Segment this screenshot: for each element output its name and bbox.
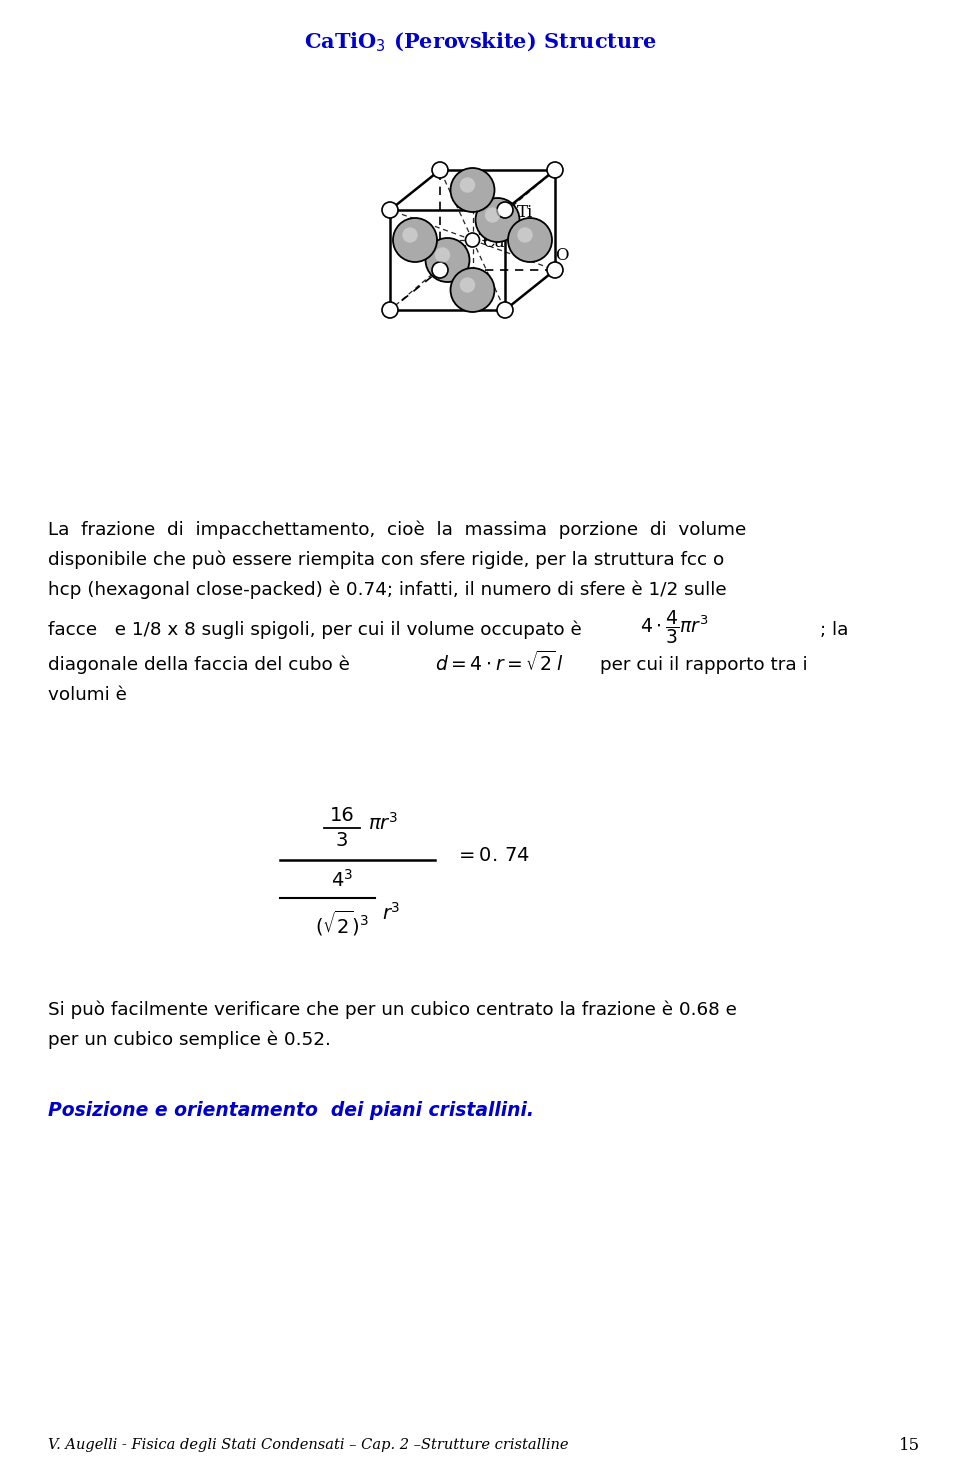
Text: $4^3$: $4^3$ (331, 869, 353, 891)
Circle shape (466, 232, 479, 247)
Text: $= 0.\,74$: $= 0.\,74$ (455, 846, 530, 865)
Text: volumi è: volumi è (48, 685, 127, 705)
Circle shape (393, 218, 437, 262)
Text: Si può facilmente verificare che per un cubico centrato la frazione è 0.68 e: Si può facilmente verificare che per un … (48, 1000, 737, 1019)
Circle shape (435, 247, 450, 263)
Circle shape (425, 238, 469, 282)
Circle shape (547, 262, 563, 278)
Text: disponibile che può essere riempita con sfere rigide, per la struttura fcc o: disponibile che può essere riempita con … (48, 550, 724, 569)
Text: $(\sqrt{2})^3$: $(\sqrt{2})^3$ (315, 909, 369, 937)
Text: CaTiO$_3$ (Perovskite) Structure: CaTiO$_3$ (Perovskite) Structure (303, 31, 657, 53)
Circle shape (508, 218, 552, 262)
Circle shape (382, 202, 398, 218)
Text: 16: 16 (329, 806, 354, 825)
Circle shape (497, 202, 513, 218)
Circle shape (485, 207, 500, 222)
Text: ; la: ; la (820, 621, 849, 638)
Text: $d = 4 \cdot r = \sqrt{2}\,l$: $d = 4 \cdot r = \sqrt{2}\,l$ (435, 650, 564, 675)
Circle shape (475, 199, 519, 243)
Circle shape (517, 228, 533, 243)
Text: O: O (555, 247, 568, 263)
Circle shape (450, 168, 494, 212)
Text: 3: 3 (336, 831, 348, 849)
Circle shape (402, 228, 418, 243)
Text: La  frazione  di  impacchettamento,  cioè  la  massima  porzione  di  volume: La frazione di impacchettamento, cioè la… (48, 521, 746, 540)
Text: $\pi r^3$: $\pi r^3$ (368, 812, 398, 834)
Text: hcp (hexagonal close-packed) è 0.74; infatti, il numero di sfere è 1/2 sulle: hcp (hexagonal close-packed) è 0.74; inf… (48, 581, 727, 599)
Circle shape (432, 262, 448, 278)
Text: $4 \cdot \dfrac{4}{3}\pi r^3$: $4 \cdot \dfrac{4}{3}\pi r^3$ (640, 608, 708, 646)
Text: $r^3$: $r^3$ (382, 902, 400, 924)
Circle shape (382, 302, 398, 318)
Text: Ca: Ca (483, 234, 505, 250)
Text: diagonale della faccia del cubo è: diagonale della faccia del cubo è (48, 656, 349, 674)
Text: per cui il rapporto tra i: per cui il rapporto tra i (600, 656, 807, 674)
Text: facce   e 1/8 x 8 sugli spigoli, per cui il volume occupato è: facce e 1/8 x 8 sugli spigoli, per cui i… (48, 621, 582, 640)
Circle shape (460, 178, 475, 193)
Circle shape (497, 302, 513, 318)
Text: per un cubico semplice è 0.52.: per un cubico semplice è 0.52. (48, 1031, 331, 1049)
Circle shape (450, 268, 494, 312)
Text: Ti: Ti (517, 203, 533, 221)
Text: 15: 15 (899, 1437, 920, 1453)
Circle shape (547, 162, 563, 178)
Circle shape (432, 162, 448, 178)
Circle shape (460, 278, 475, 293)
Text: Posizione e orientamento  dei piani cristallini.: Posizione e orientamento dei piani crist… (48, 1100, 534, 1119)
Text: V. Augelli - Fisica degli Stati Condensati – Cap. 2 –Strutture cristalline: V. Augelli - Fisica degli Stati Condensa… (48, 1439, 568, 1452)
